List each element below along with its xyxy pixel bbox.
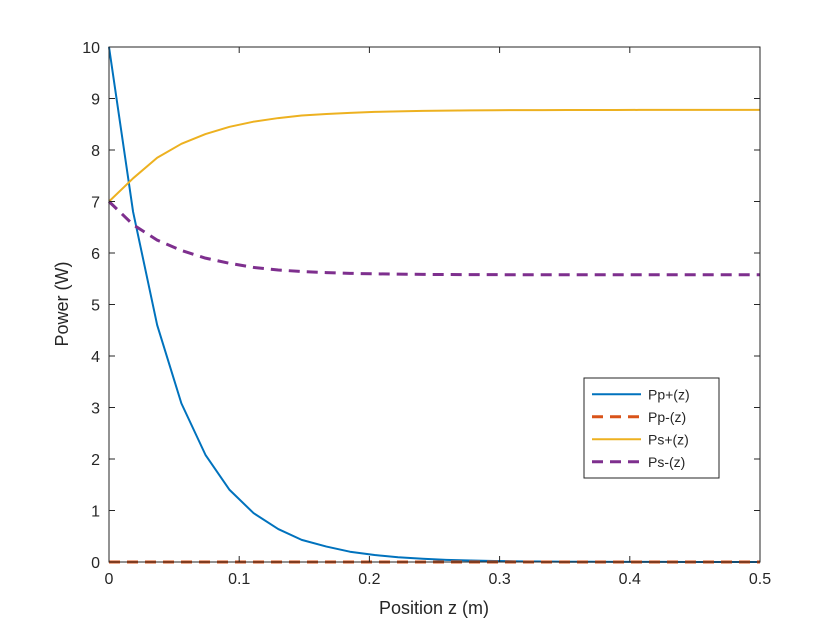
y-tick-label: 9 [91,92,100,109]
y-tick-label: 4 [91,349,100,366]
y-axis-label: Power (W) [52,262,72,347]
y-tick-label: 2 [91,452,100,469]
x-tick-label: 0.3 [488,571,510,588]
y-tick-label: 1 [91,504,100,521]
legend: Pp+(z) Pp-(z) Ps+(z) Ps-(z) [583,377,720,479]
x-tick-label: 0 [105,571,114,588]
series-line-3 [108,108,760,203]
axis-ticks [108,46,761,563]
x-tick-label: 0.4 [619,571,641,588]
x-tick-label: 0.1 [228,571,250,588]
series-line-1 [108,46,760,563]
legend-label-2: Pp-(z) [648,409,686,425]
y-tick-label: 6 [91,246,100,263]
axis-tick-labels: 0 0.1 0.2 0.3 0.4 0.5 0 1 2 3 4 5 6 7 8 9 10 [82,40,771,588]
y-tick-label: 8 [91,143,100,160]
series-line-4 [107,200,760,277]
y-tick-label: 0 [91,555,100,572]
y-tick-label: 5 [91,298,100,315]
series-lines [107,46,760,564]
y-tick-label: 10 [82,40,100,57]
x-tick-label: 0.5 [749,571,771,588]
y-tick-label: 3 [91,401,100,418]
legend-label-3: Ps+(z) [648,431,689,447]
y-tick-label: 7 [91,195,100,212]
legend-box [583,377,720,479]
x-axis-label: Position z (m) [379,598,489,618]
plot-area-border [108,46,761,563]
legend-label-4: Ps-(z) [648,454,685,470]
x-tick-label: 0.2 [358,571,380,588]
legend-label-1: Pp+(z) [648,386,690,402]
